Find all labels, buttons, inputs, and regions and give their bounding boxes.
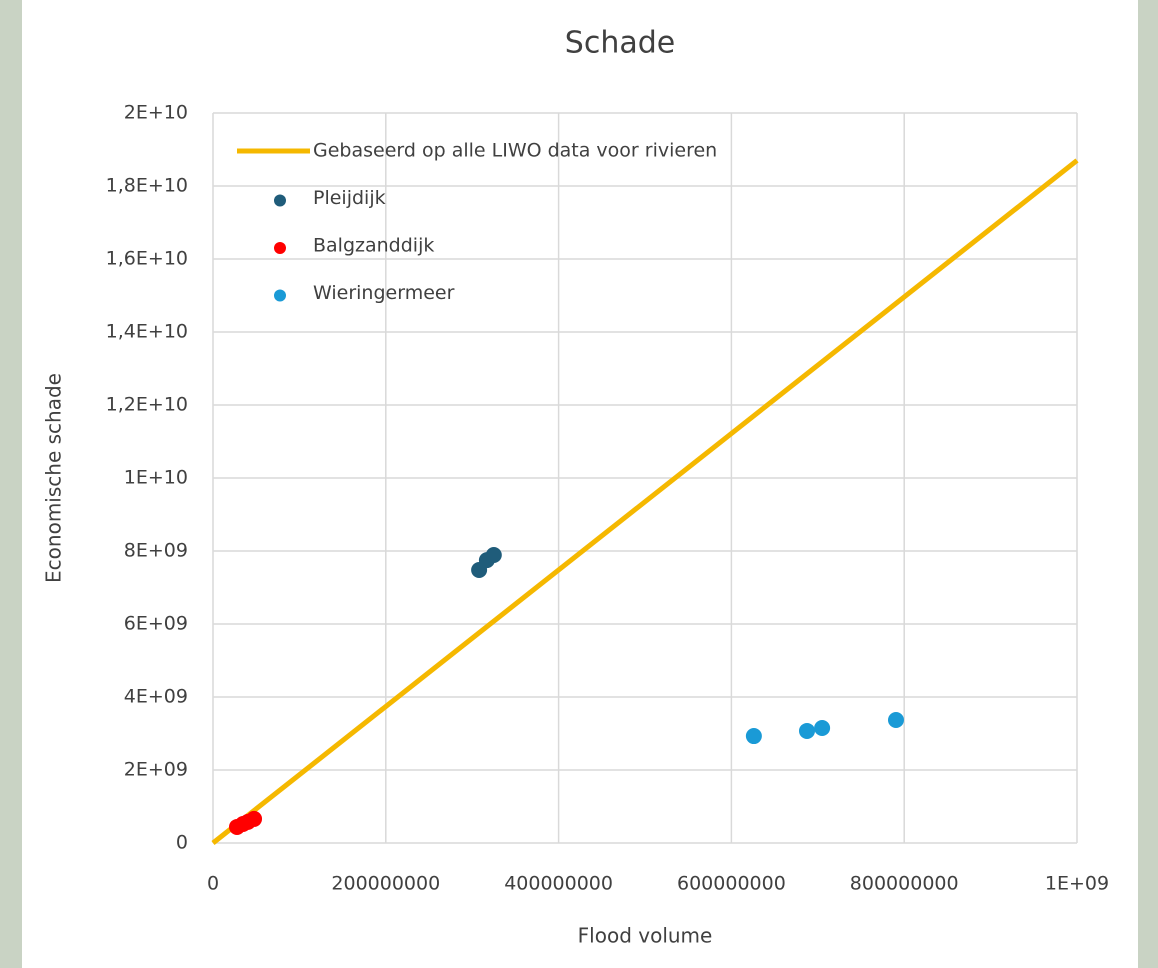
legend-swatch: [274, 194, 286, 207]
x-tick-label: 400000000: [504, 873, 613, 895]
legend-label: Balgzanddijk: [313, 235, 434, 257]
y-tick-label: 1E+10: [124, 467, 188, 489]
legend-label: Wieringermeer: [313, 282, 455, 304]
data-point: [485, 547, 502, 564]
y-axis-title: Economische schade: [42, 373, 66, 583]
data-point: [814, 720, 831, 737]
legend-label: Pleijdijk: [313, 187, 386, 209]
y-tick-label: 2E+09: [124, 759, 188, 781]
x-tick-label: 0: [207, 873, 219, 895]
data-point: [246, 810, 263, 827]
y-tick-label: 1,4E+10: [106, 321, 188, 343]
chart-panel: [22, 0, 1138, 968]
y-tick-label: 0: [176, 832, 188, 854]
x-tick-label: 1E+09: [1045, 873, 1109, 895]
y-tick-label: 1,2E+10: [106, 394, 188, 416]
trend-line: [211, 158, 1079, 845]
y-tick-label: 1,6E+10: [106, 248, 188, 270]
x-tick-label: 600000000: [677, 873, 786, 895]
data-point: [887, 711, 904, 728]
x-tick-label: 800000000: [850, 873, 959, 895]
legend-label: Gebaseerd op alle LIWO data voor riviere…: [313, 140, 717, 162]
y-tick-label: 6E+09: [124, 613, 188, 635]
data-point: [799, 722, 815, 739]
chart-title: Schade: [565, 26, 675, 61]
x-tick-label: 200000000: [331, 873, 440, 895]
legend-swatch: [274, 242, 286, 254]
x-axis-title: Flood volume: [578, 924, 713, 948]
y-tick-label: 2E+10: [124, 102, 188, 124]
legend-swatch: [274, 289, 286, 302]
y-tick-label: 8E+09: [124, 540, 188, 562]
y-tick-label: 1,8E+10: [106, 175, 188, 197]
data-point: [745, 728, 762, 745]
y-tick-label: 4E+09: [124, 686, 188, 708]
